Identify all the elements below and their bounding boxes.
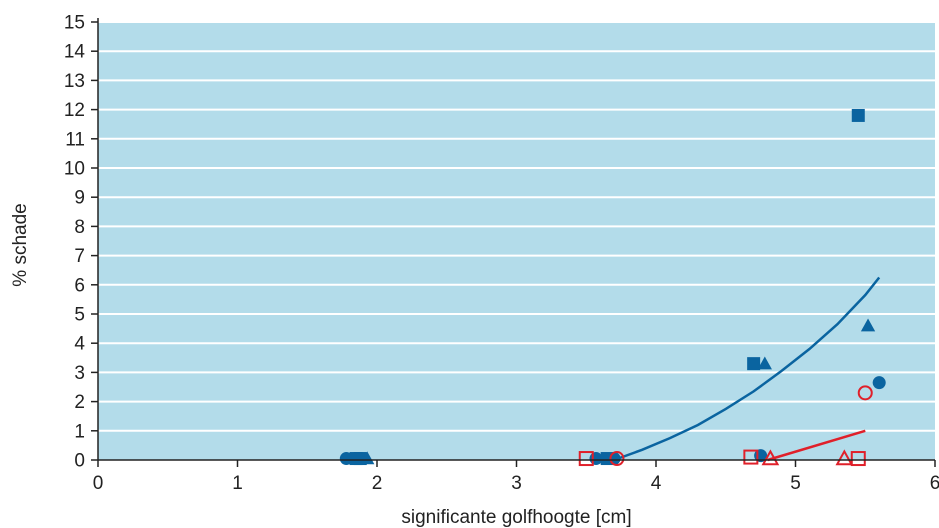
open-triangle-marker	[761, 449, 780, 466]
y-tick-label: 12	[64, 100, 85, 121]
filled-circle-marker	[589, 452, 603, 466]
fit-line	[613, 276, 881, 462]
fit-line	[767, 429, 866, 462]
filled-triangle-marker	[360, 451, 375, 465]
y-tick-label: 5	[74, 305, 85, 326]
y-tick-label: 9	[74, 188, 85, 209]
filled-triangle-marker	[757, 356, 772, 370]
open-square-marker	[578, 451, 594, 467]
filled-triangle-marker	[860, 318, 876, 332]
x-tick-label: 2	[372, 473, 383, 494]
filled-square-marker	[747, 357, 761, 371]
open-square-marker	[743, 449, 759, 465]
y-tick-label: 6	[74, 275, 85, 296]
y-tick-label: 1	[74, 421, 85, 442]
x-tick-label: 1	[232, 473, 243, 494]
filled-circle-marker	[872, 376, 886, 390]
fit-lines	[613, 276, 881, 462]
y-tick-label: 2	[74, 392, 85, 413]
x-tick-label: 6	[930, 473, 939, 494]
x-axis-title: significante golfhoogte [cm]	[401, 507, 631, 528]
x-tick-label: 5	[790, 473, 801, 494]
x-tick-label: 0	[93, 473, 104, 494]
x-tick-label: 4	[651, 473, 662, 494]
y-tick-label: 3	[74, 363, 85, 384]
data-points	[339, 108, 886, 467]
y-tick-label: 14	[64, 42, 86, 63]
y-axis-title: % schade	[10, 203, 31, 286]
y-tick-label: 10	[64, 159, 85, 180]
filled-circle-marker	[339, 452, 353, 466]
x-tick-label: 3	[511, 473, 522, 494]
open-triangle-marker	[835, 449, 854, 466]
filled-square-marker	[851, 108, 865, 122]
y-tick-label: 4	[74, 334, 85, 355]
plot-area	[98, 22, 935, 460]
y-tick-label: 15	[64, 13, 85, 34]
y-tick-label: 8	[74, 217, 85, 238]
open-square-marker	[850, 451, 866, 467]
y-tick-label: 0	[74, 451, 85, 472]
open-circle-marker	[609, 451, 625, 467]
open-circle-marker	[857, 385, 873, 401]
y-tick-label: 11	[65, 129, 85, 150]
y-tick-label: 7	[74, 246, 85, 267]
y-tick-label: 13	[64, 71, 85, 92]
gridlines	[98, 21, 935, 432]
